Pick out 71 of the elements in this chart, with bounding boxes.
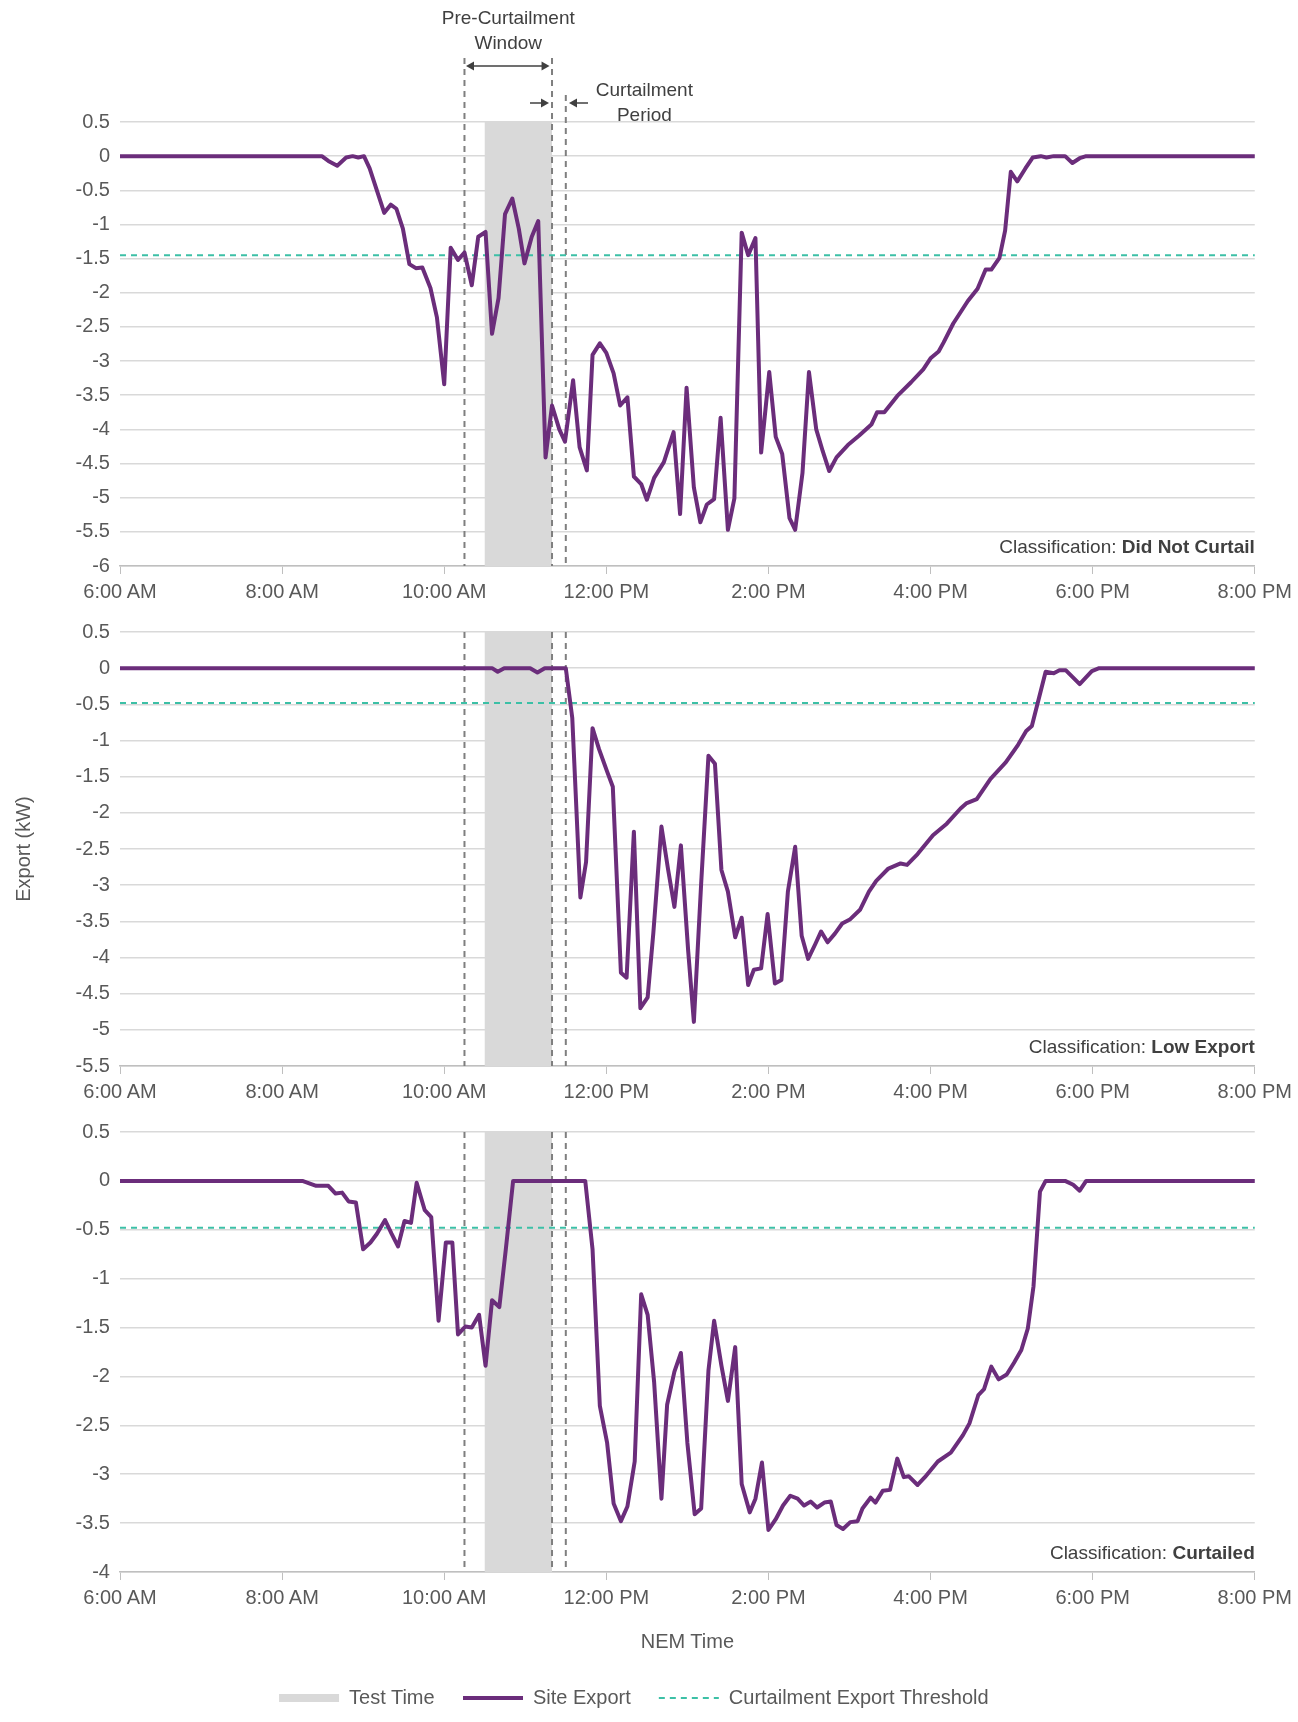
x-tick-label: 4:00 PM (893, 1585, 968, 1608)
y-tick-label: -4 (92, 1559, 110, 1582)
x-tick-label: 4:00 PM (893, 579, 968, 602)
legend-label: Site Export (533, 1685, 632, 1708)
y-tick-label: -1 (92, 728, 110, 751)
y-tick-label: 0.5 (82, 109, 110, 132)
y-tick-label: -3 (92, 348, 110, 371)
y-tick-label: 0.5 (82, 1119, 110, 1142)
y-tick-label: -3.5 (75, 908, 110, 931)
y-tick-label: -1.5 (75, 1315, 110, 1338)
legend-label: Curtailment Export Threshold (728, 1685, 989, 1708)
y-tick-label: -0.5 (75, 691, 110, 714)
x-tick-label: 8:00 PM (1217, 579, 1292, 602)
y-tick-label: -5 (92, 485, 110, 508)
y-tick-label: -3.5 (75, 1510, 110, 1533)
x-tick-label: 2:00 PM (731, 1585, 806, 1608)
x-tick-label: 2:00 PM (731, 579, 806, 602)
x-tick-label: 8:00 AM (245, 579, 319, 602)
y-tick-label: -4.5 (75, 451, 110, 474)
x-tick-label: 6:00 AM (83, 579, 157, 602)
y-tick-label: -4 (92, 945, 110, 968)
y-tick-label: -5.5 (75, 1053, 110, 1076)
y-tick-label: -0.5 (75, 1217, 110, 1240)
x-tick-label: 8:00 PM (1217, 1585, 1292, 1608)
text: Pre-Curtailment Window (441, 7, 576, 54)
y-tick-label: -1 (92, 211, 110, 234)
y-tick-label: -0.5 (75, 177, 110, 200)
annotation: Curtailment Period (595, 78, 694, 125)
x-tick-label: 12:00 PM (563, 579, 650, 602)
y-tick-label: -4 (92, 416, 110, 439)
y-tick-label: -2.5 (75, 314, 110, 337)
y-tick-label: -1.5 (75, 764, 110, 787)
x-axis-title: NEM Time (640, 1629, 735, 1652)
y-tick-label: -4.5 (75, 981, 110, 1004)
legend-label: Test Time (349, 1685, 435, 1708)
y-tick-label: -3.5 (75, 382, 110, 405)
y-tick-label: -3 (92, 872, 110, 895)
y-tick-label: -2.5 (75, 1412, 110, 1435)
y-tick-label: -2 (92, 800, 110, 823)
x-tick-label: 10:00 AM (401, 1585, 487, 1608)
x-tick-label: 6:00 AM (83, 1079, 157, 1102)
x-tick-label: 8:00 PM (1217, 1079, 1292, 1102)
y-tick-label: -1 (92, 1266, 110, 1289)
x-tick-label: 10:00 AM (401, 579, 487, 602)
y-tick-label: -6 (92, 553, 110, 576)
y-tick-label: -5.5 (75, 519, 110, 542)
x-tick-label: 8:00 AM (245, 1585, 319, 1608)
x-tick-label: 10:00 AM (401, 1079, 487, 1102)
x-tick-label: 12:00 PM (563, 1585, 650, 1608)
y-tick-label: -2 (92, 280, 110, 303)
annotation: Classification: Low Export (1028, 1036, 1255, 1058)
y-tick-label: -5 (92, 1017, 110, 1040)
x-tick-label: 2:00 PM (731, 1079, 806, 1102)
x-tick-label: 4:00 PM (893, 1079, 968, 1102)
y-axis-title: Export (kW) (11, 796, 34, 902)
annotation: Classification: Curtailed (1049, 1542, 1255, 1564)
x-tick-label: 6:00 PM (1055, 1079, 1130, 1102)
x-tick-label: 6:00 PM (1055, 579, 1130, 602)
y-tick-label: -2.5 (75, 836, 110, 859)
x-tick-label: 8:00 AM (245, 1079, 319, 1102)
y-tick-label: -1.5 (75, 246, 110, 269)
y-tick-label: -3 (92, 1461, 110, 1484)
y-tick-label: -2 (92, 1363, 110, 1386)
y-tick-label: 0.5 (82, 619, 110, 642)
x-tick-label: 6:00 AM (83, 1585, 157, 1608)
y-tick-label: 0 (98, 1168, 110, 1191)
annotation: Classification: Did Not Curtail (999, 536, 1255, 558)
y-tick-label: 0 (98, 655, 110, 678)
y-tick-label: 0 (98, 143, 110, 166)
x-tick-label: 12:00 PM (563, 1079, 650, 1102)
x-tick-label: 6:00 PM (1055, 1585, 1130, 1608)
